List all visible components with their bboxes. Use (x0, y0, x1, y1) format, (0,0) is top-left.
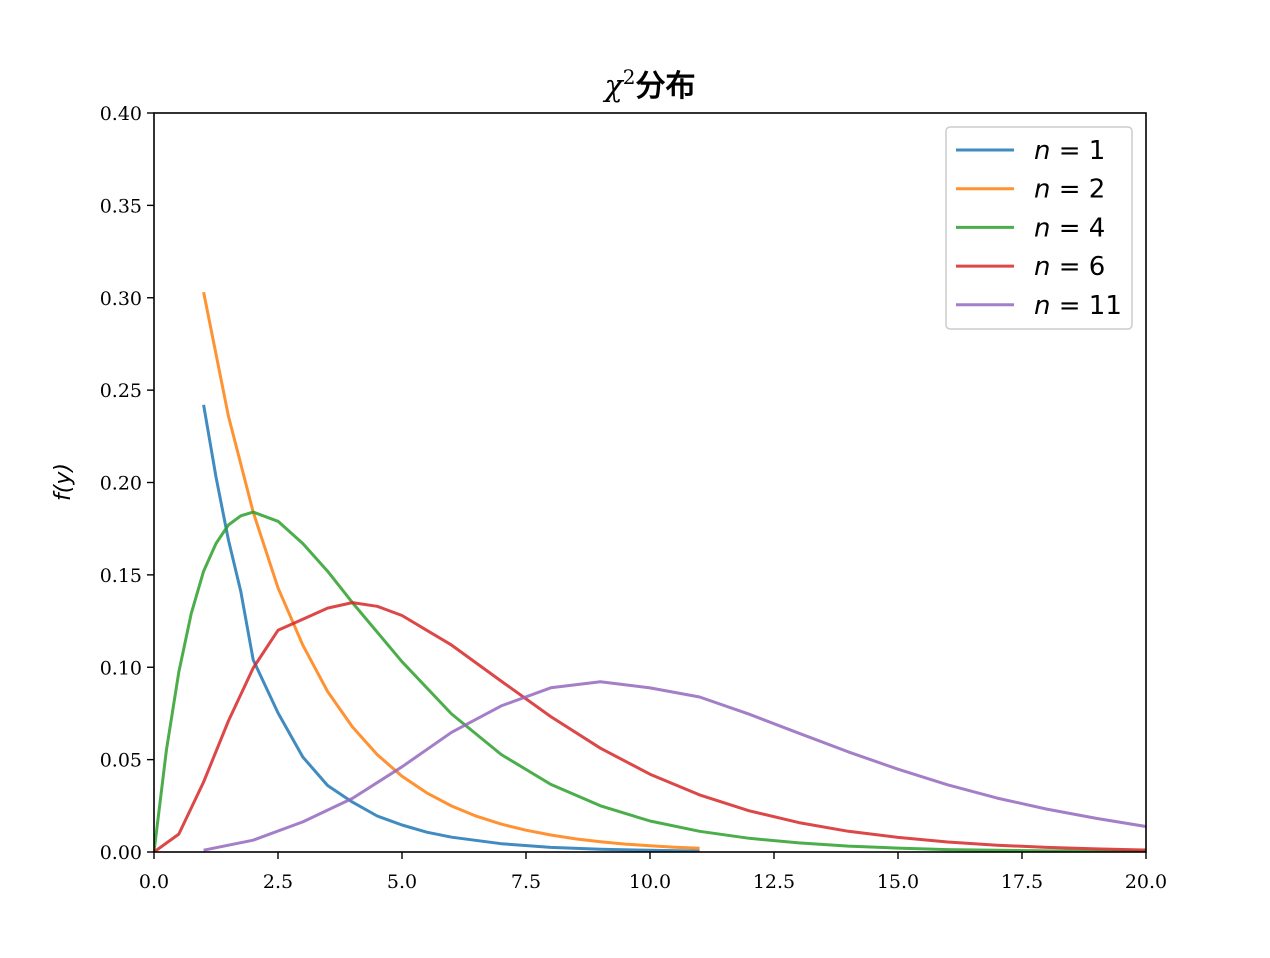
title-symbol: χ (603, 69, 625, 104)
legend-value: = 1 (1050, 136, 1105, 166)
legend-box (945, 126, 1133, 330)
series-group (154, 291, 1146, 852)
legend-label-n4: n = 4 (1034, 213, 1105, 243)
y-tick-label: 0.20 (100, 473, 142, 495)
series-line-n6 (154, 601, 1146, 852)
x-tick-label: 15.0 (877, 871, 919, 893)
x-tick-label: 2.5 (263, 871, 293, 893)
x-tick-label: 17.5 (1001, 871, 1043, 893)
legend-var: n (1034, 213, 1050, 243)
x-tick-label: 7.5 (511, 871, 541, 893)
y-axis-label: f(y) (51, 463, 76, 501)
x-tick-label: 5.0 (387, 871, 417, 893)
y-tick-label: 0.15 (100, 565, 142, 587)
legend-value: = 4 (1050, 213, 1105, 243)
y-tick-label: 0.10 (100, 657, 142, 679)
legend-var: n (1034, 175, 1050, 205)
legend-var: n (1034, 136, 1050, 166)
y-tick-label: 0.30 (100, 288, 142, 310)
y-tick-label: 0.35 (100, 195, 142, 217)
legend-value: = 11 (1050, 291, 1121, 321)
y-tick-label: 0.05 (100, 750, 142, 772)
y-tick-label: 0.00 (100, 842, 142, 864)
series-line-n11 (203, 680, 1146, 852)
y-tick-label: 0.25 (100, 380, 142, 402)
series-line-n1 (202, 404, 700, 852)
series-line-n4 (154, 510, 1146, 852)
x-tick-label: 10.0 (629, 871, 671, 893)
legend-label-n1: n = 1 (1034, 136, 1105, 166)
x-tick-label: 20.0 (1125, 871, 1167, 893)
legend-label-n6: n = 6 (1034, 252, 1105, 282)
title-superscript: 2 (623, 65, 636, 89)
x-tick-label: 12.5 (753, 871, 795, 893)
legend-value: = 2 (1050, 175, 1105, 205)
legend-var: n (1034, 252, 1050, 282)
series-line-n2 (202, 291, 700, 850)
plot-area: 0.0 2.5 5.0 7.5 10.0 12.5 15.0 17.5 20.0 0.00 0.05… (100, 103, 1167, 893)
y-tick-label: 0.40 (100, 103, 142, 125)
title-suffix: 分布 (635, 69, 695, 104)
legend-label-n11: n = 11 (1034, 291, 1122, 321)
legend-value: = 6 (1050, 252, 1105, 282)
x-tick-label: 0.0 (139, 871, 169, 893)
legend-label-n2: n = 2 (1034, 175, 1105, 205)
legend-var: n (1034, 291, 1050, 321)
chart-title: χ2分布 (603, 65, 696, 104)
legend: n = 1n = 2n = 4n = 6n = 11 (945, 126, 1133, 330)
